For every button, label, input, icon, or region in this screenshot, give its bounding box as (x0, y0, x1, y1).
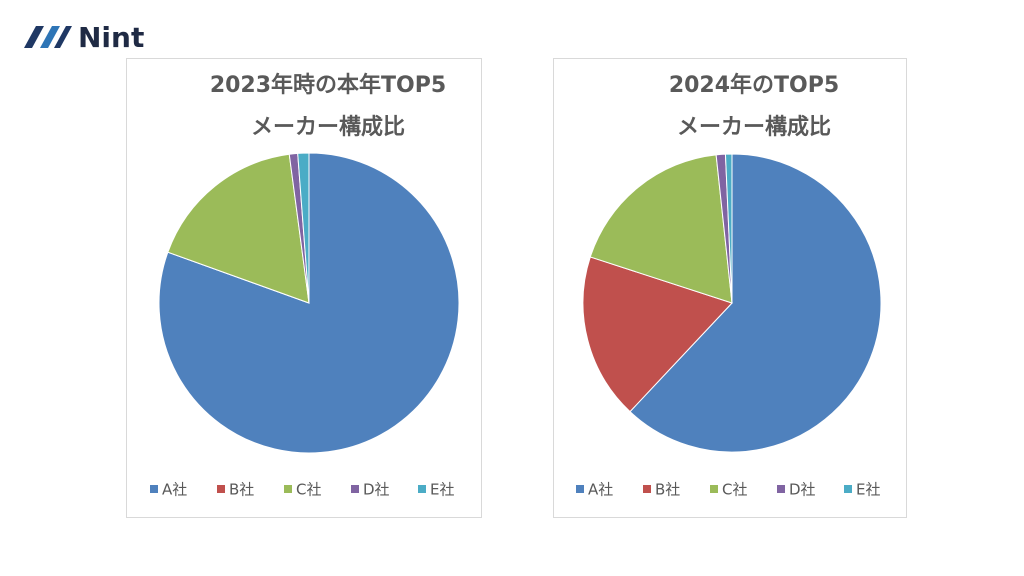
legend-swatch (576, 485, 584, 493)
legend-label: C社 (722, 481, 747, 499)
chart-title: 2024年のTOP5 (669, 72, 839, 98)
legend-swatch (643, 485, 651, 493)
logo-text: Nint (78, 21, 144, 54)
pie-slice (589, 154, 733, 304)
pie-slice (629, 153, 882, 453)
legend-swatch (284, 485, 292, 493)
legend-swatch (710, 485, 718, 493)
legend-label: D社 (363, 481, 390, 499)
legend-label: C社 (296, 481, 321, 499)
logo: Nint (24, 21, 144, 54)
legend-label: E社 (856, 481, 880, 499)
legend-label: D社 (789, 481, 816, 499)
pie-slice (167, 153, 310, 304)
legend-label: B社 (229, 481, 254, 499)
legend-swatch (777, 485, 785, 493)
legend-label: A社 (588, 481, 613, 499)
logo-icon (40, 26, 60, 48)
legend-label: B社 (655, 481, 680, 499)
chart-title: 2023年時の本年TOP5 (210, 72, 446, 98)
logo-icon (24, 26, 44, 48)
legend-swatch (150, 485, 158, 493)
legend-swatch (418, 485, 426, 493)
pie-slice (582, 256, 733, 413)
legend-label: A社 (162, 481, 187, 499)
legend-label: E社 (430, 481, 454, 499)
pie-slice (158, 152, 460, 454)
chart-subtitle: メーカー構成比 (251, 114, 405, 140)
chart-subtitle: メーカー構成比 (677, 114, 831, 140)
pie-slice (724, 153, 733, 304)
logo-icon (54, 26, 72, 48)
legend-swatch (217, 485, 225, 493)
pie-slice (297, 152, 310, 304)
legend-swatch (351, 485, 359, 493)
legend-swatch (844, 485, 852, 493)
